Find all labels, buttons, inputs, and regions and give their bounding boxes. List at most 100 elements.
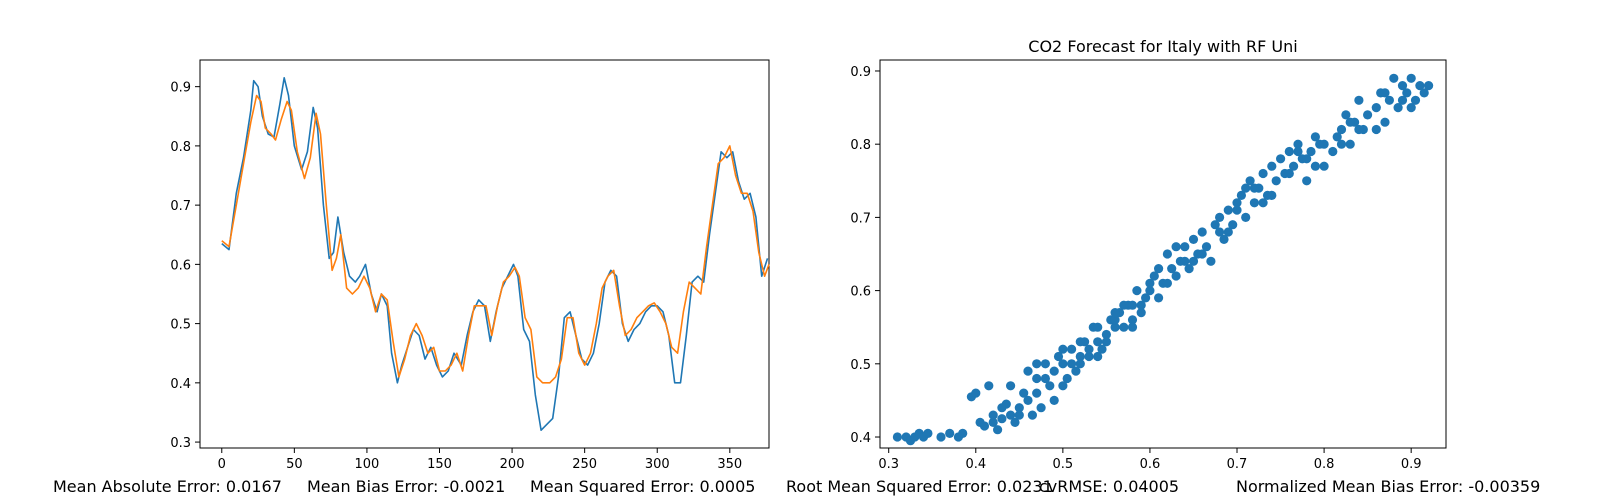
scatter-point bbox=[1023, 395, 1033, 405]
scatter-point bbox=[1180, 256, 1190, 266]
scatter-point bbox=[1058, 344, 1068, 354]
scatter-point bbox=[1306, 146, 1316, 157]
scatter-point bbox=[1049, 366, 1059, 376]
scatter-point bbox=[1249, 198, 1259, 208]
scatter-point bbox=[1019, 388, 1029, 398]
scatter-point bbox=[1380, 117, 1390, 127]
scatter-point bbox=[993, 425, 1003, 435]
scatter-point bbox=[1397, 81, 1408, 91]
scatter-point bbox=[1245, 176, 1255, 186]
line-chart-x-tick-label: 300 bbox=[645, 457, 670, 472]
scatter-point bbox=[1154, 264, 1164, 274]
scatter-point bbox=[1197, 227, 1207, 237]
scatter-point bbox=[1093, 337, 1103, 347]
scatter-point bbox=[1040, 373, 1050, 384]
actual-series-line bbox=[221, 77, 769, 431]
line-chart-y-tick-label: 0.7 bbox=[170, 199, 191, 214]
scatter-point bbox=[1419, 88, 1429, 98]
scatter-point bbox=[1171, 242, 1181, 252]
scatter-point bbox=[1184, 264, 1194, 274]
scatter-chart-x-tick-label: 0.9 bbox=[1401, 457, 1422, 472]
metric-mse: Mean Squared Error: 0.0005 bbox=[530, 477, 755, 496]
scatter-point bbox=[1397, 95, 1408, 105]
scatter-point bbox=[1284, 168, 1294, 179]
scatter-point bbox=[1276, 154, 1286, 164]
line-chart-y-tick-label: 0.5 bbox=[170, 318, 191, 333]
scatter-point bbox=[1110, 322, 1120, 332]
scatter-point bbox=[1162, 278, 1172, 288]
metric-nmbe: Normalized Mean Bias Error: -0.00359 bbox=[1236, 477, 1540, 496]
scatter-point bbox=[997, 403, 1007, 413]
scatter-chart-x-tick-label: 0.6 bbox=[1140, 457, 1161, 472]
line-chart-y-tick-label: 0.6 bbox=[170, 258, 191, 273]
line-chart-y-tick-label: 0.8 bbox=[170, 140, 191, 155]
scatter-chart-y-tick-label: 0.6 bbox=[850, 285, 871, 300]
scatter-point bbox=[1236, 190, 1246, 200]
scatter-point bbox=[1241, 183, 1251, 193]
scatter-point bbox=[1188, 234, 1199, 244]
scatter-point bbox=[1310, 132, 1320, 142]
forecast-line-chart: 0 50 100 150 200 250 300 350 0.3 0.4 0.5 0.6 0.7 0.8 0… bbox=[170, 59, 770, 472]
scatter-point bbox=[1223, 227, 1233, 237]
scatter-point bbox=[1058, 359, 1068, 369]
scatter-point bbox=[1010, 417, 1020, 427]
scatter-point bbox=[1071, 366, 1081, 376]
scatter-point bbox=[1249, 183, 1259, 193]
forecast-scatter-chart: CO2 Forecast for Italy with RF Uni 0.3 0.… bbox=[850, 37, 1447, 472]
scatter-point bbox=[1363, 110, 1373, 120]
metric-mbe: Mean Bias Error: -0.0021 bbox=[307, 477, 505, 496]
scatter-point bbox=[997, 414, 1007, 424]
scatter-point bbox=[1006, 381, 1016, 391]
scatter-point bbox=[1406, 103, 1416, 113]
right-plot-frame bbox=[879, 59, 1447, 449]
scatter-point bbox=[1289, 161, 1299, 171]
scatter-point bbox=[1271, 176, 1281, 186]
scatter-point bbox=[1149, 271, 1159, 281]
scatter-point bbox=[1336, 139, 1347, 149]
scatter-point bbox=[1093, 322, 1103, 332]
scatter-point bbox=[1258, 168, 1268, 179]
line-chart-x-tick-label: 0 bbox=[218, 457, 226, 472]
scatter-point bbox=[971, 388, 981, 398]
scatter-point bbox=[1110, 315, 1120, 325]
scatter-point bbox=[1171, 271, 1181, 281]
scatter-point bbox=[1197, 249, 1207, 259]
scatter-point bbox=[1232, 205, 1242, 215]
scatter-point bbox=[1223, 205, 1233, 215]
scatter-chart-y-tick-label: 0.5 bbox=[850, 358, 871, 373]
metrics-row: Mean Absolute Error: 0.0167 Mean Bias Er… bbox=[53, 477, 1540, 496]
scatter-point bbox=[1371, 103, 1381, 113]
scatter-chart-x-tick-label: 0.8 bbox=[1314, 457, 1335, 472]
line-chart-y-tick-label: 0.9 bbox=[170, 81, 191, 96]
line-chart-x-tick-label: 350 bbox=[717, 457, 742, 472]
scatter-point bbox=[1188, 256, 1199, 266]
scatter-point bbox=[1310, 161, 1320, 171]
scatter-point bbox=[1267, 190, 1277, 200]
scatter-point bbox=[1127, 300, 1138, 310]
scatter-point bbox=[1393, 103, 1403, 113]
scatter-point bbox=[1258, 198, 1268, 208]
predicted-series-line bbox=[221, 94, 770, 384]
scatter-point bbox=[979, 421, 990, 431]
scatter-point bbox=[1328, 146, 1338, 157]
scatter-point bbox=[1284, 146, 1294, 157]
scatter-point bbox=[1097, 344, 1107, 354]
scatter-point bbox=[1036, 403, 1046, 413]
scatter-point bbox=[1302, 154, 1312, 164]
scatter-point bbox=[1354, 124, 1364, 135]
line-chart-y-tick-label: 0.3 bbox=[170, 436, 191, 451]
scatter-point bbox=[1210, 220, 1220, 230]
scatter-point bbox=[1345, 139, 1355, 149]
scatter-point bbox=[1093, 351, 1103, 362]
scatter-point bbox=[1154, 293, 1164, 303]
scatter-point bbox=[1241, 212, 1251, 222]
scatter-point bbox=[1027, 410, 1037, 420]
scatter-point bbox=[1319, 161, 1329, 171]
scatter-point bbox=[1341, 110, 1351, 120]
metric-cvrmse: cvRMSE: 0.04005 bbox=[1039, 477, 1179, 496]
scatter-point bbox=[936, 432, 946, 442]
scatter-point bbox=[1119, 322, 1129, 332]
scatter-point bbox=[1014, 403, 1024, 413]
scatter-point bbox=[1267, 161, 1277, 171]
